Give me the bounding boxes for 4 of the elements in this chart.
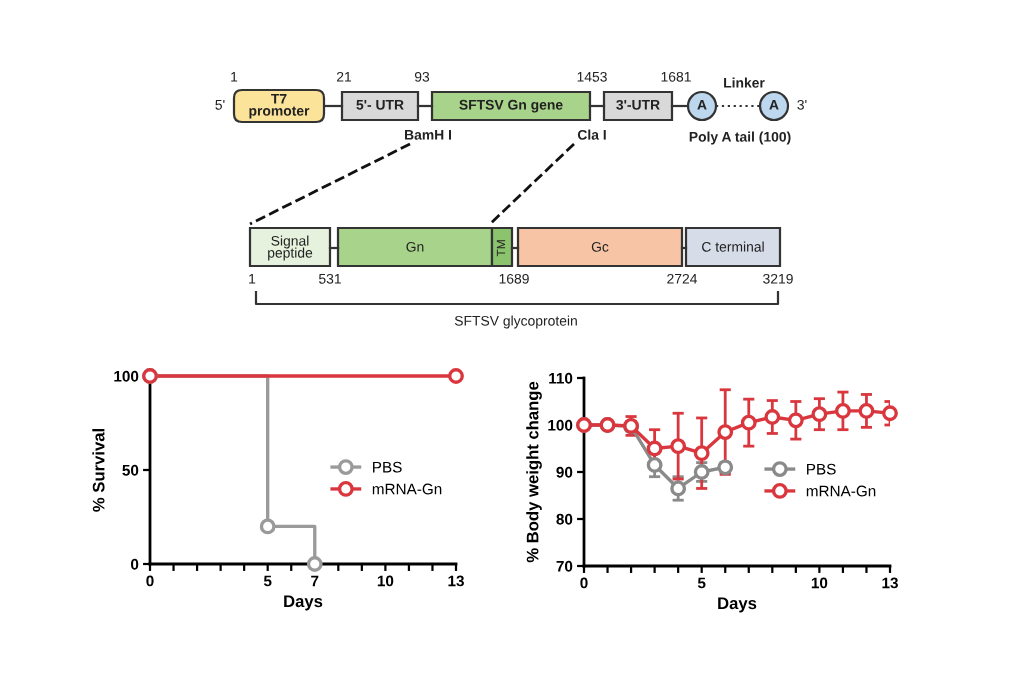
- x-axis-title: Days: [718, 597, 757, 613]
- y-axis-title: % Survival: [92, 429, 105, 512]
- x-axis-title: Days: [284, 595, 323, 611]
- y-axis-title: % Body weight change: [526, 381, 542, 563]
